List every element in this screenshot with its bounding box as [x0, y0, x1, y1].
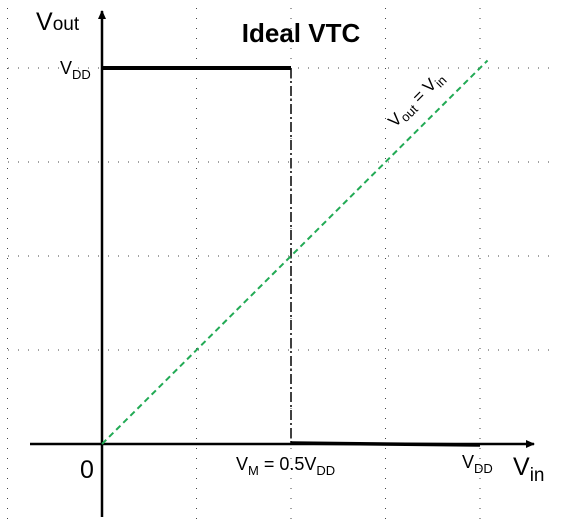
y-tick-vdd: VDD	[60, 58, 91, 82]
y-axis-label: Vout	[36, 8, 80, 36]
origin-label: 0	[80, 456, 94, 484]
x-tick-vm: VM = 0.5VDD	[236, 454, 335, 478]
x-tick-vdd: VDD	[462, 452, 493, 476]
x-axis-label: Vin	[513, 453, 544, 486]
chart-title: Ideal VTC	[242, 18, 361, 48]
reference-line-label: Vout = Vin	[384, 68, 449, 133]
vtc-low-segment	[290, 441, 481, 447]
reference-line-vout-equals-vin	[101, 59, 489, 445]
